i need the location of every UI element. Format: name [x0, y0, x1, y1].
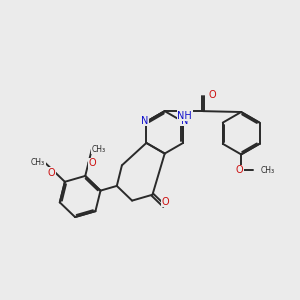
Text: CH₃: CH₃ — [31, 158, 45, 167]
Text: O: O — [161, 196, 169, 206]
Text: CH₃: CH₃ — [92, 145, 106, 154]
Text: O: O — [236, 165, 244, 175]
Text: NH: NH — [178, 110, 192, 121]
Text: N: N — [142, 116, 149, 126]
Text: O: O — [88, 158, 96, 168]
Text: O: O — [48, 168, 55, 178]
Text: N: N — [181, 116, 188, 126]
Text: O: O — [208, 90, 216, 100]
Text: CH₃: CH₃ — [261, 166, 275, 175]
